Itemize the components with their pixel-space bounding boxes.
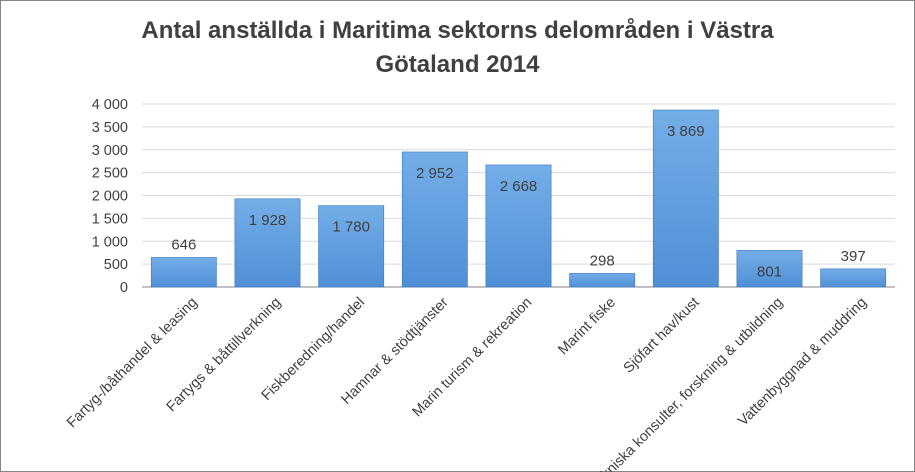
bar: [652, 109, 719, 288]
chart-title-line-1: Antal anställda i Maritima sektorns delo…: [141, 17, 774, 44]
y-tick-label: 2 000: [92, 189, 128, 205]
x-category-label: Fartyg-/båthandel & leasing: [64, 295, 201, 432]
bar: [150, 257, 217, 288]
bar: [485, 164, 552, 288]
data-label: 2 952: [416, 165, 454, 182]
y-tick-label: 3 500: [92, 120, 128, 136]
y-tick-label: 3 000: [92, 143, 128, 159]
data-label: 397: [841, 248, 866, 265]
bar: [318, 205, 385, 288]
bar: [569, 273, 636, 288]
y-tick-label: 1 500: [92, 211, 128, 227]
data-label: 298: [590, 252, 615, 269]
y-tick-label: 4 000: [92, 97, 128, 113]
bar: [401, 151, 468, 288]
data-label: 646: [171, 236, 196, 253]
bar: [234, 198, 301, 288]
y-tick-label: 0: [120, 280, 128, 296]
y-tick-label: 2 500: [92, 166, 128, 182]
chart-title-line-2: Götaland 2014: [375, 51, 540, 78]
data-label: 1 780: [332, 219, 370, 236]
y-tick-label: 500: [104, 257, 128, 273]
data-label: 1 928: [249, 212, 287, 229]
bar: [736, 250, 803, 288]
data-label: 2 668: [500, 178, 538, 195]
data-label: 801: [757, 263, 782, 280]
y-tick-label: 1 000: [92, 234, 128, 250]
bar: [820, 268, 887, 288]
chart-title: Antal anställda i Maritima sektorns delo…: [0, 14, 915, 82]
data-label: 3 869: [667, 123, 705, 140]
x-category-label: Sjöfart hav/kust: [621, 295, 703, 377]
x-category-label: Marint fiske: [555, 295, 619, 359]
